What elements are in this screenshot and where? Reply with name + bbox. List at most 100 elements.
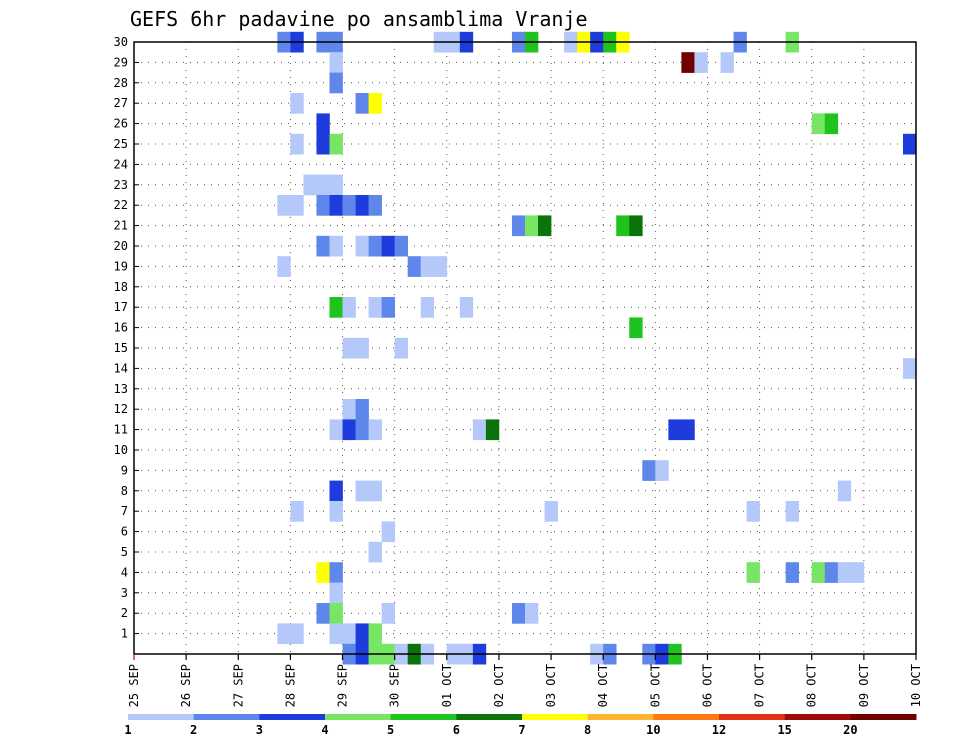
data-cell	[290, 623, 304, 645]
x-tick-label: 28 SEP	[283, 664, 297, 707]
data-cell	[785, 501, 799, 522]
legend-label: 7	[518, 723, 525, 737]
data-cell	[472, 419, 487, 441]
x-tick-label: 04 OCT	[596, 664, 610, 707]
legend-swatch	[850, 714, 917, 720]
data-cell	[329, 72, 343, 94]
y-tick-label: 16	[114, 321, 128, 335]
y-tick-label: 17	[114, 300, 128, 314]
x-tick-label: 03 OCT	[544, 664, 558, 707]
x-tick-label: 26 SEP	[179, 664, 193, 707]
legend-label: 3	[256, 723, 263, 737]
data-cell	[544, 501, 558, 522]
x-tick-label: 08 OCT	[805, 664, 819, 707]
y-tick-label: 20	[114, 239, 128, 253]
y-tick-label: 6	[121, 525, 128, 539]
y-tick-label: 29	[114, 55, 128, 69]
data-cell	[681, 419, 695, 441]
y-tick-label: 12	[114, 402, 128, 416]
data-cell	[316, 562, 330, 583]
y-tick-label: 4	[121, 565, 128, 579]
data-cell	[329, 133, 343, 155]
legend-label: 5	[387, 723, 394, 737]
data-cell	[316, 603, 330, 624]
data-cell	[316, 113, 330, 135]
data-cell	[746, 501, 760, 522]
data-cell	[381, 603, 395, 624]
x-tick-label: 25 SEP	[127, 664, 141, 707]
data-cell	[329, 419, 343, 441]
legend-label: 15	[777, 723, 791, 737]
data-cell	[329, 501, 343, 522]
data-cell	[290, 93, 304, 114]
data-cell	[668, 419, 682, 441]
data-cell	[485, 419, 500, 441]
data-cell	[394, 337, 408, 359]
legend-swatch	[587, 714, 654, 720]
y-tick-label: 11	[114, 423, 128, 437]
data-cell	[329, 623, 343, 645]
y-tick-label: 2	[121, 606, 128, 620]
legend-swatch	[653, 714, 720, 720]
y-tick-label: 24	[114, 157, 128, 171]
data-cell	[381, 297, 395, 318]
data-cell	[342, 419, 356, 441]
data-cell	[811, 562, 826, 583]
data-cell	[902, 358, 917, 379]
data-cell	[342, 399, 356, 420]
legend-swatch	[784, 714, 851, 720]
legend-label: 4	[321, 723, 328, 737]
y-tick-label: 15	[114, 341, 128, 355]
data-cell	[642, 460, 656, 481]
x-tick-label: 09 OCT	[857, 664, 871, 707]
data-cell	[342, 297, 356, 318]
data-cell	[459, 297, 474, 318]
data-cell	[277, 195, 291, 216]
y-tick-label: 13	[114, 382, 128, 396]
legend-swatch	[325, 714, 392, 720]
data-cell	[394, 235, 408, 257]
data-cell	[629, 215, 643, 237]
data-cell	[420, 256, 435, 277]
data-cell	[902, 133, 917, 155]
data-cell	[355, 623, 369, 645]
legend-swatch	[193, 714, 260, 720]
y-tick-label: 18	[114, 280, 128, 294]
x-tick-label: 05 OCT	[648, 664, 662, 707]
data-cell	[355, 480, 369, 502]
data-cell	[511, 603, 526, 624]
y-tick-label: 27	[114, 96, 128, 110]
data-cell	[511, 215, 526, 237]
data-cell	[290, 133, 304, 155]
legend-label: 1	[124, 723, 131, 737]
data-cell	[368, 93, 382, 114]
data-cell	[329, 174, 343, 196]
x-axis: 25 SEP 26 SEP 27 SEP 28 SEP 29 SEP 30 SEP 01 O…	[127, 654, 923, 707]
x-tick-label: 10 OCT	[909, 664, 923, 707]
data-cell	[433, 256, 448, 277]
y-tick-label: 28	[114, 76, 128, 90]
data-cell	[655, 460, 669, 481]
legend-swatch	[390, 714, 457, 720]
data-cell	[368, 480, 382, 502]
data-cell	[316, 174, 330, 196]
data-cell	[329, 603, 343, 624]
data-cell	[329, 562, 343, 583]
data-cells	[277, 31, 917, 665]
data-cell	[329, 52, 343, 73]
data-cell	[329, 195, 343, 216]
data-cell	[368, 235, 382, 257]
data-cell	[837, 480, 852, 502]
legend-label: 20	[843, 723, 857, 737]
data-cell	[616, 215, 630, 237]
legend-swatch	[522, 714, 589, 720]
data-cell	[785, 562, 799, 583]
data-cell	[538, 215, 552, 237]
y-tick-label: 10	[114, 443, 128, 457]
legend-label: 12	[712, 723, 726, 737]
data-cell	[368, 419, 382, 441]
data-cell	[746, 562, 760, 583]
y-tick-label: 7	[121, 504, 128, 518]
legend-swatch	[259, 714, 326, 720]
